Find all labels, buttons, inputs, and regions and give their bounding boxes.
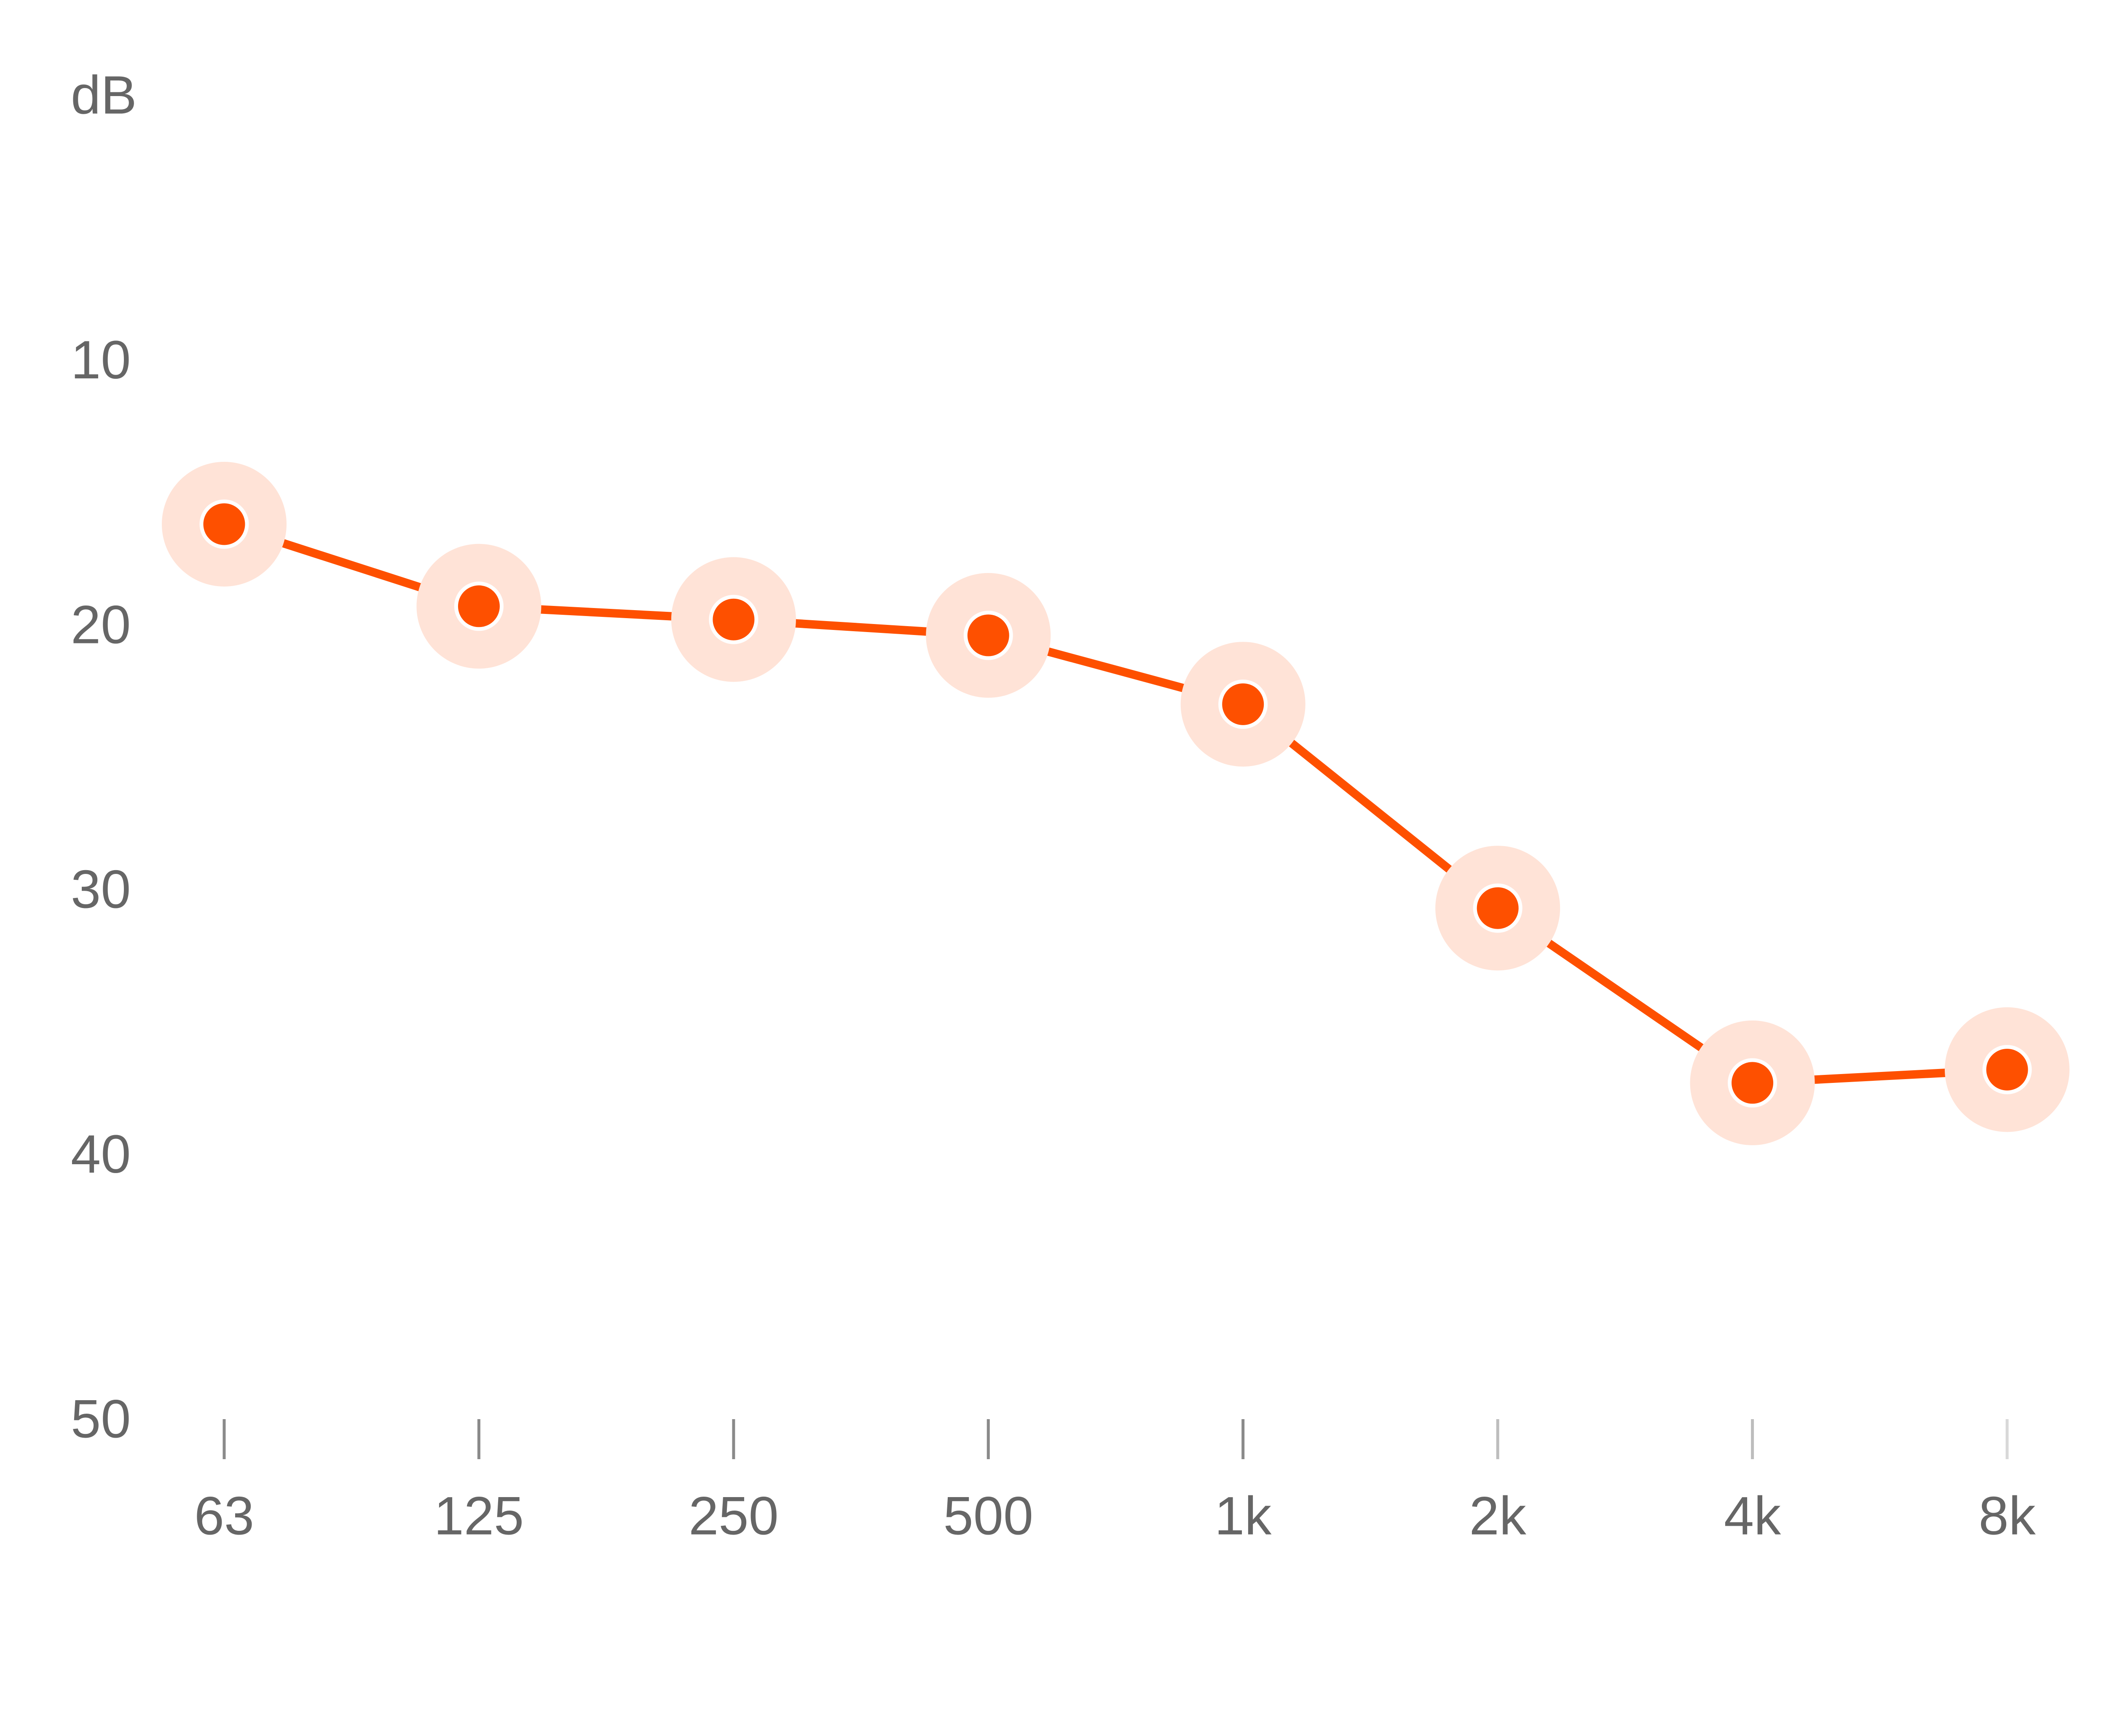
data-points xyxy=(162,462,2069,1145)
y-tick-label-20: 20 xyxy=(71,595,131,655)
x-tick-label-4k: 4k xyxy=(1724,1486,1781,1546)
data-point-250 xyxy=(671,557,796,682)
data-point-marker-1k xyxy=(1218,679,1268,729)
x-axis: 63 125 250 500 1k 2k 4k 8k xyxy=(194,1419,2036,1546)
data-point-marker-500 xyxy=(963,611,1013,660)
data-point-marker-8k xyxy=(1982,1045,2032,1095)
x-tick-label-1k: 1k xyxy=(1214,1486,1272,1546)
data-point-marker-2k xyxy=(1473,883,1523,933)
data-point-500 xyxy=(926,573,1051,698)
y-axis-unit-label: dB xyxy=(71,65,137,126)
data-point-marker-63 xyxy=(199,499,249,549)
data-point-4k xyxy=(1690,1020,1815,1145)
data-point-marker-250 xyxy=(709,595,759,644)
y-tick-label-40: 40 xyxy=(71,1124,131,1184)
data-point-63 xyxy=(162,462,287,587)
gridlines xyxy=(160,94,2019,1421)
data-point-2k xyxy=(1435,846,1560,971)
y-tick-label-10: 10 xyxy=(71,330,131,390)
x-tick-label-250: 250 xyxy=(689,1486,779,1546)
x-tick-label-63: 63 xyxy=(194,1486,254,1546)
x-tick-label-500: 500 xyxy=(944,1486,1034,1546)
y-tick-label-30: 30 xyxy=(71,860,131,920)
y-tick-label-50: 50 xyxy=(71,1389,131,1449)
x-tick-label-2k: 2k xyxy=(1469,1486,1527,1546)
data-point-8k xyxy=(1945,1007,2069,1132)
data-point-marker-125 xyxy=(454,581,504,631)
x-tick-label-125: 125 xyxy=(434,1486,524,1546)
x-tick-label-8k: 8k xyxy=(1978,1486,2036,1546)
data-point-125 xyxy=(416,544,541,669)
y-axis-tick-labels: dB 10 20 30 40 50 xyxy=(71,65,137,1449)
data-point-1k xyxy=(1180,642,1305,767)
data-point-marker-4k xyxy=(1728,1058,1777,1108)
